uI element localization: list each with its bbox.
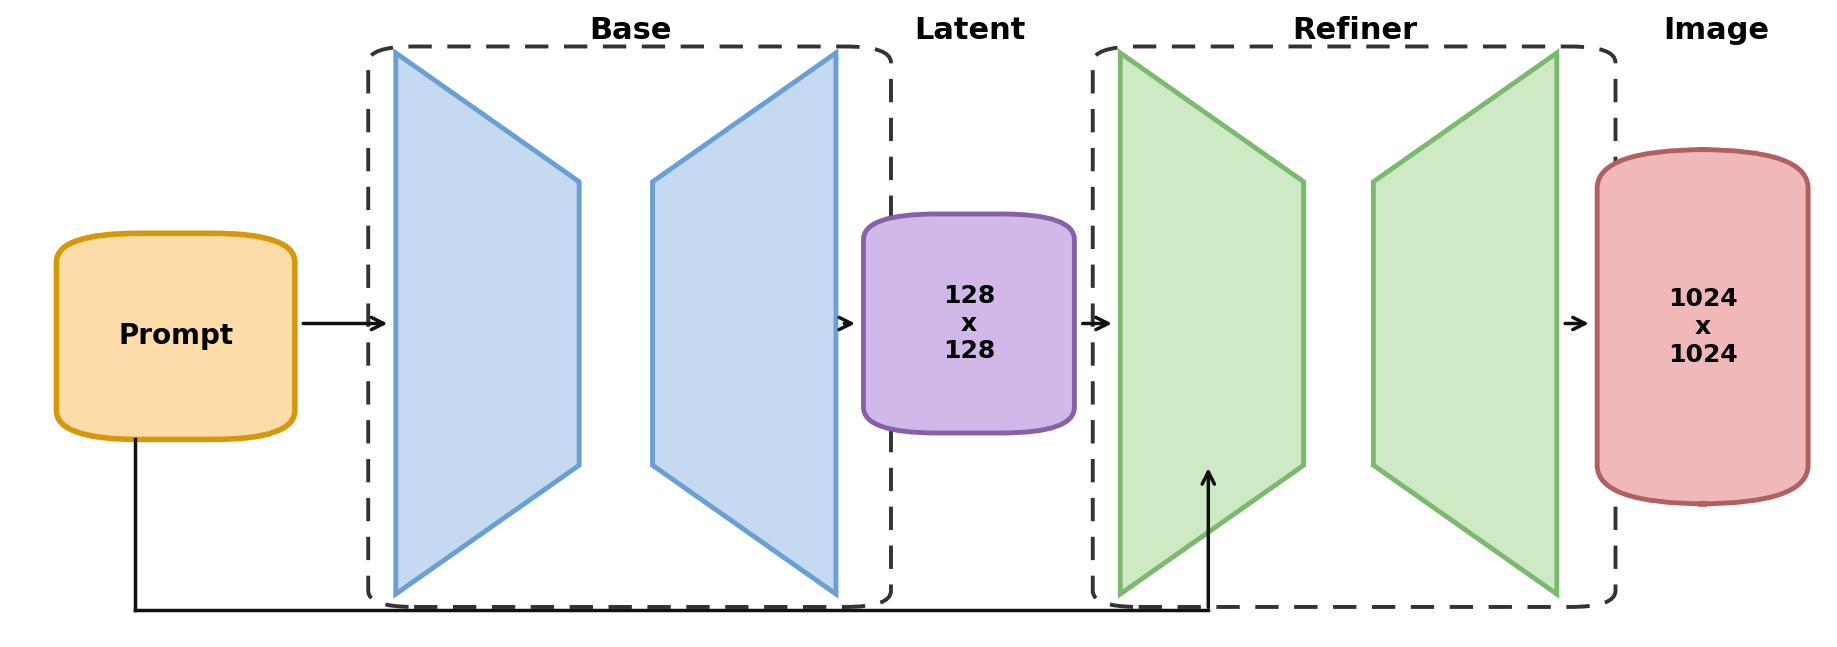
Polygon shape: [395, 53, 579, 594]
Text: Refiner: Refiner: [1293, 16, 1418, 45]
FancyBboxPatch shape: [1596, 149, 1808, 504]
Polygon shape: [1374, 53, 1556, 594]
Text: Base: Base: [590, 16, 672, 45]
Text: Latent: Latent: [915, 16, 1025, 45]
Text: Image: Image: [1662, 16, 1769, 45]
Text: 1024
x
1024: 1024 x 1024: [1668, 287, 1738, 366]
Text: Prompt: Prompt: [118, 322, 233, 351]
Text: 128
x
128: 128 x 128: [942, 283, 996, 364]
FancyBboxPatch shape: [57, 234, 296, 439]
FancyBboxPatch shape: [863, 214, 1075, 433]
Polygon shape: [652, 53, 836, 594]
Polygon shape: [1121, 53, 1304, 594]
